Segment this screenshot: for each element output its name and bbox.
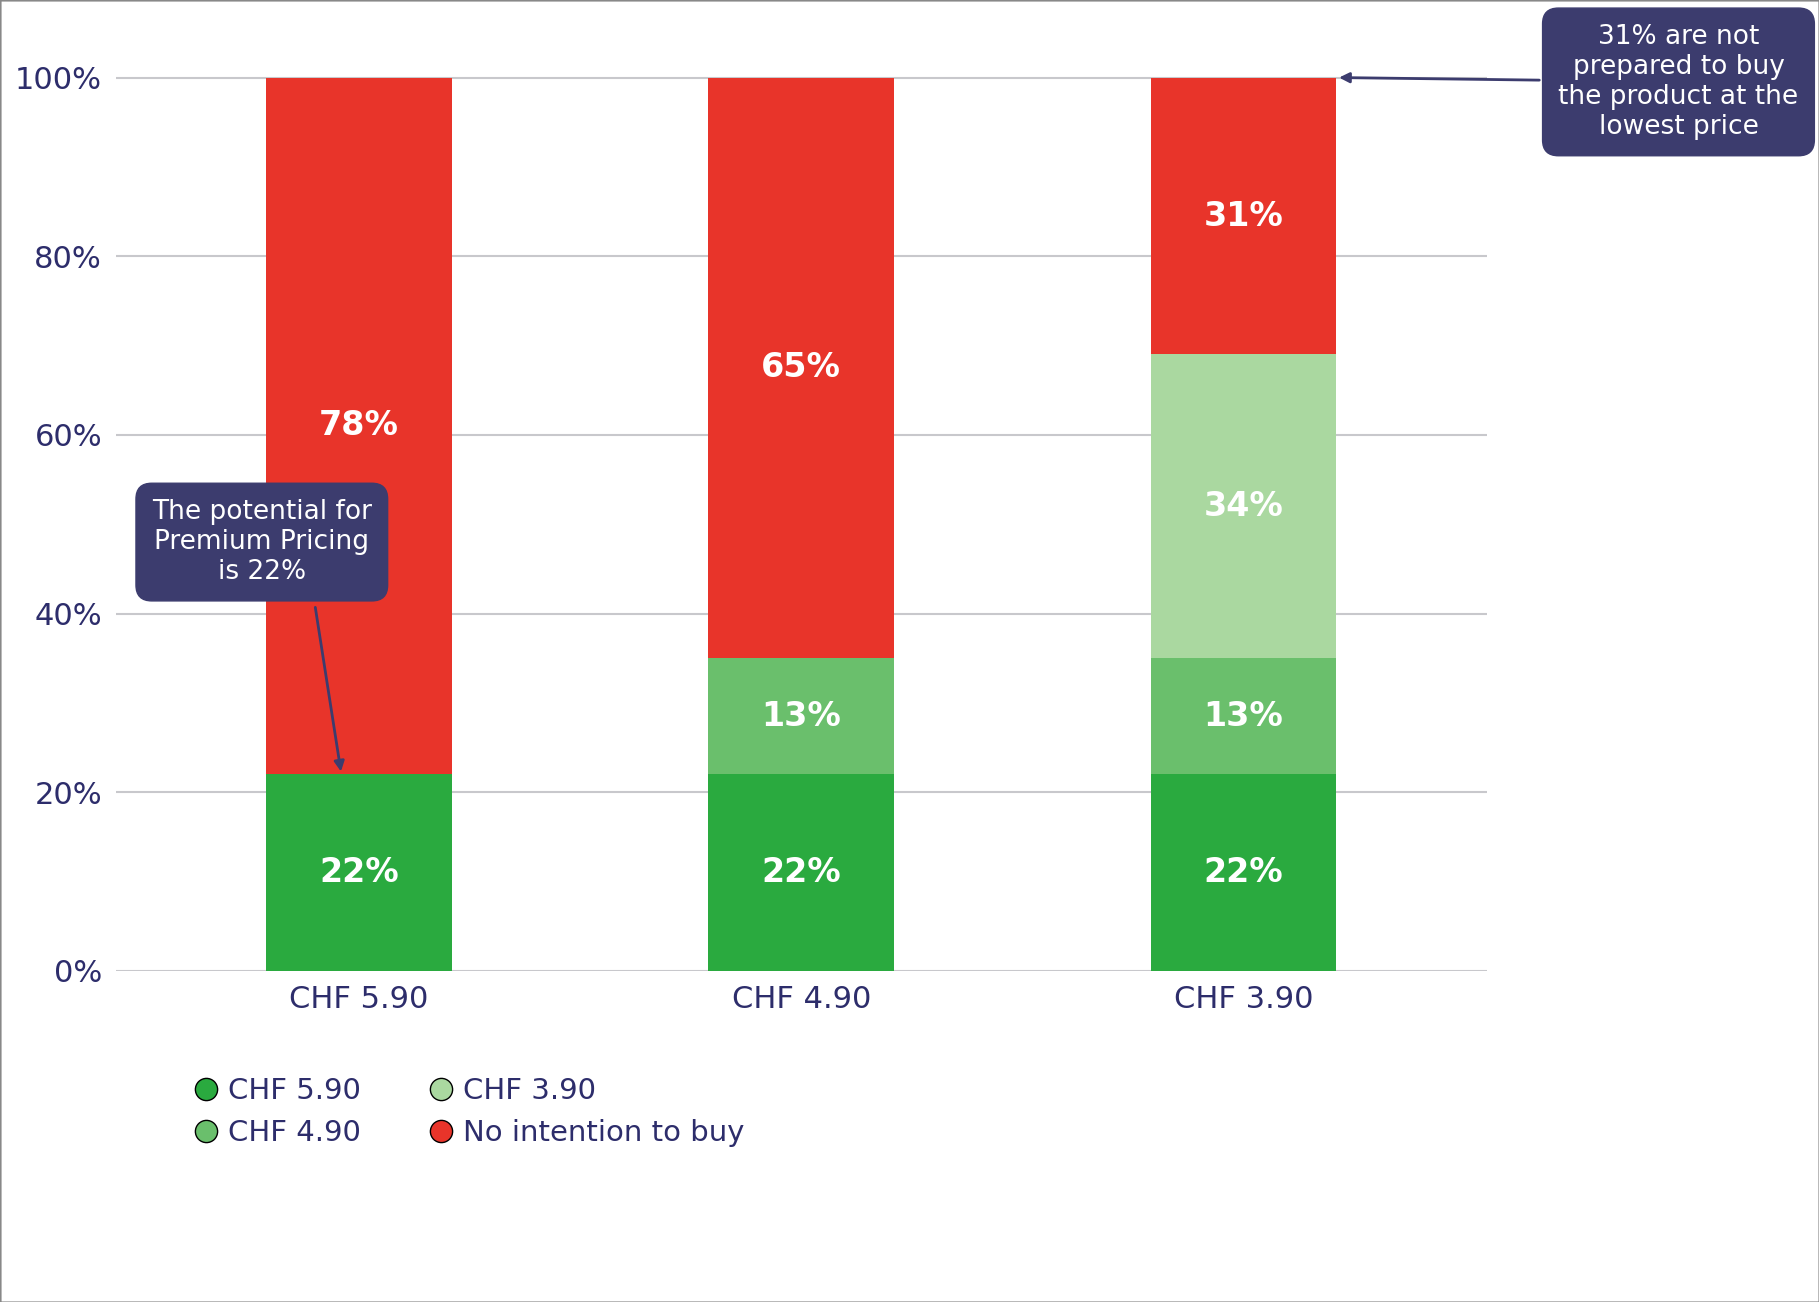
Bar [266,775,451,971]
Bar [1151,354,1337,659]
Text: 34%: 34% [1204,490,1282,523]
Text: 31%: 31% [1204,199,1282,233]
Bar [708,775,895,971]
Text: 13%: 13% [1204,699,1282,733]
Bar [708,78,895,659]
Bar [1151,775,1337,971]
Text: The potential for
Premium Pricing
is 22%: The potential for Premium Pricing is 22% [151,499,371,585]
Text: 13%: 13% [762,699,840,733]
Bar [1151,78,1337,354]
Text: 65%: 65% [762,352,840,384]
Text: 22%: 22% [762,857,840,889]
Bar [266,78,451,775]
Text: 78%: 78% [318,409,398,443]
Text: 22%: 22% [320,857,398,889]
Text: 31% are not
prepared to buy
the product at the
lowest price: 31% are not prepared to buy the product … [1342,23,1799,139]
Bar [1151,659,1337,775]
Bar [708,659,895,775]
Legend: CHF 5.90, CHF 4.90, CHF 3.90, No intention to buy: CHF 5.90, CHF 4.90, CHF 3.90, No intenti… [198,1077,744,1147]
Text: 22%: 22% [1204,857,1282,889]
